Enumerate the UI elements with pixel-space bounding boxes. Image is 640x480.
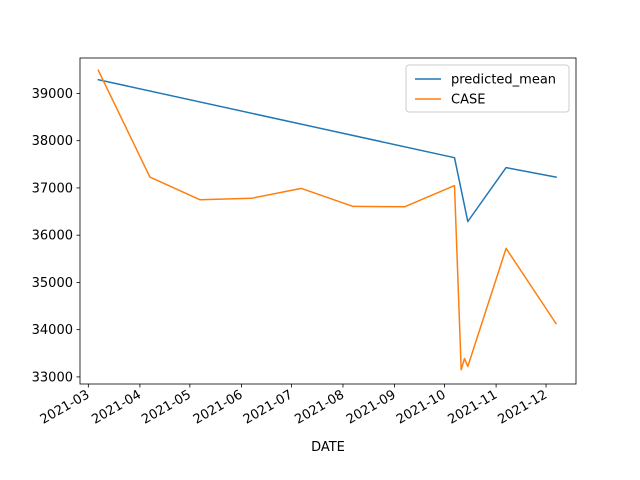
x-axis-label: DATE [311,440,345,455]
y-tick-label: 34000 [32,323,73,338]
y-tick-label: 35000 [32,276,73,291]
legend-label: predicted_mean [451,73,556,88]
legend-box [405,64,570,113]
y-tick-label: 39000 [32,87,73,102]
y-tick-label: 36000 [32,229,73,244]
plot-area [97,69,558,371]
y-tick-label: 37000 [32,181,73,196]
y-tick-label: 38000 [32,134,73,149]
legend-label: CASE [451,93,485,108]
legend: predicted_mean CASE [405,64,570,113]
series-line-case [97,69,558,371]
axes-frame [79,57,577,385]
y-tick-label: 33000 [32,370,73,385]
series-line-predicted-mean [97,78,557,223]
